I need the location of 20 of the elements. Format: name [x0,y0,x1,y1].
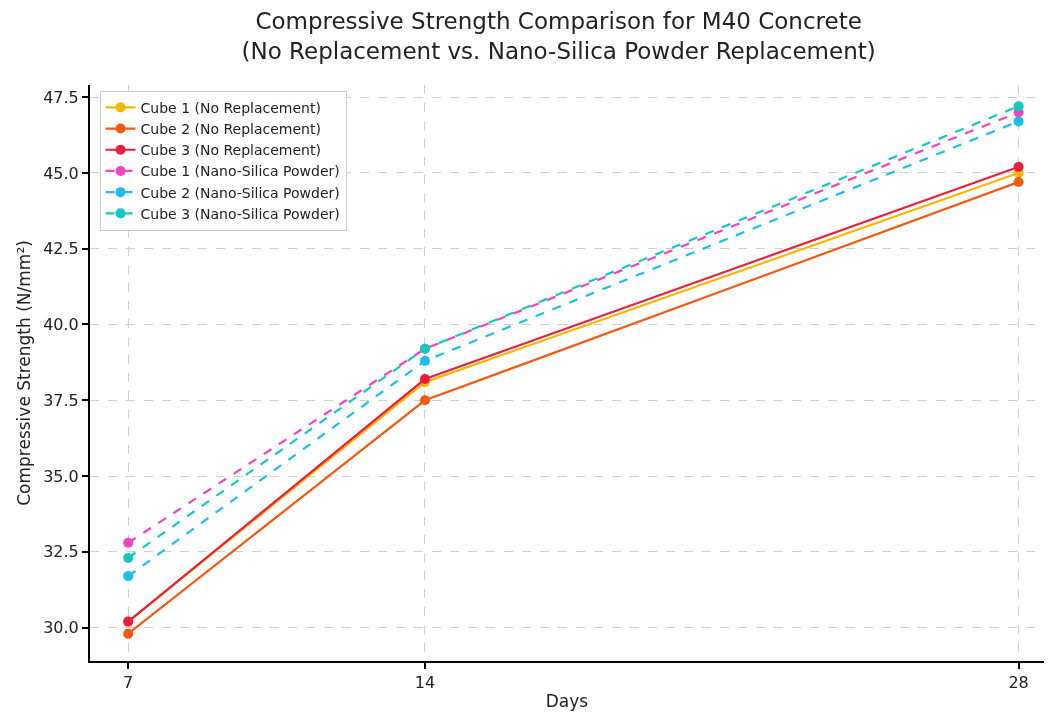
legend-label: Cube 1 (No Replacement) [140,99,321,116]
x-tick-label: 7 [123,673,134,693]
y-tick-label: 40.0 [43,315,79,335]
legend-label: Cube 3 (Nano-Silica Powder) [140,205,340,222]
chart-title: Compressive Strength Comparison for M40 Concrete (No Replacement vs. Nano-Silica Powder Replacement) [241,7,876,64]
legend-label: Cube 1 (Nano-Silica Powder) [140,163,340,180]
y-tick-label: 30.0 [43,618,79,638]
legend-label: Cube 2 (Nano-Silica Powder) [140,184,340,201]
x-axis-title: Days [545,691,589,712]
legend-label: Cube 3 (No Replacement) [140,142,321,159]
y-tick-label: 42.5 [43,239,79,259]
y-tick-label: 45.0 [43,163,79,183]
legend-label: Cube 2 (No Replacement) [140,121,321,138]
y-tick-label: 32.5 [43,542,79,562]
x-tick-label: 28 [1008,673,1029,693]
y-tick-label: 47.5 [43,87,79,107]
y-tick-label: 35.0 [43,466,79,486]
y-axis-title: Compressive Strength (N/mm²) [14,240,35,506]
x-tick-label: 14 [414,673,436,693]
y-tick-label: 37.5 [43,390,79,410]
